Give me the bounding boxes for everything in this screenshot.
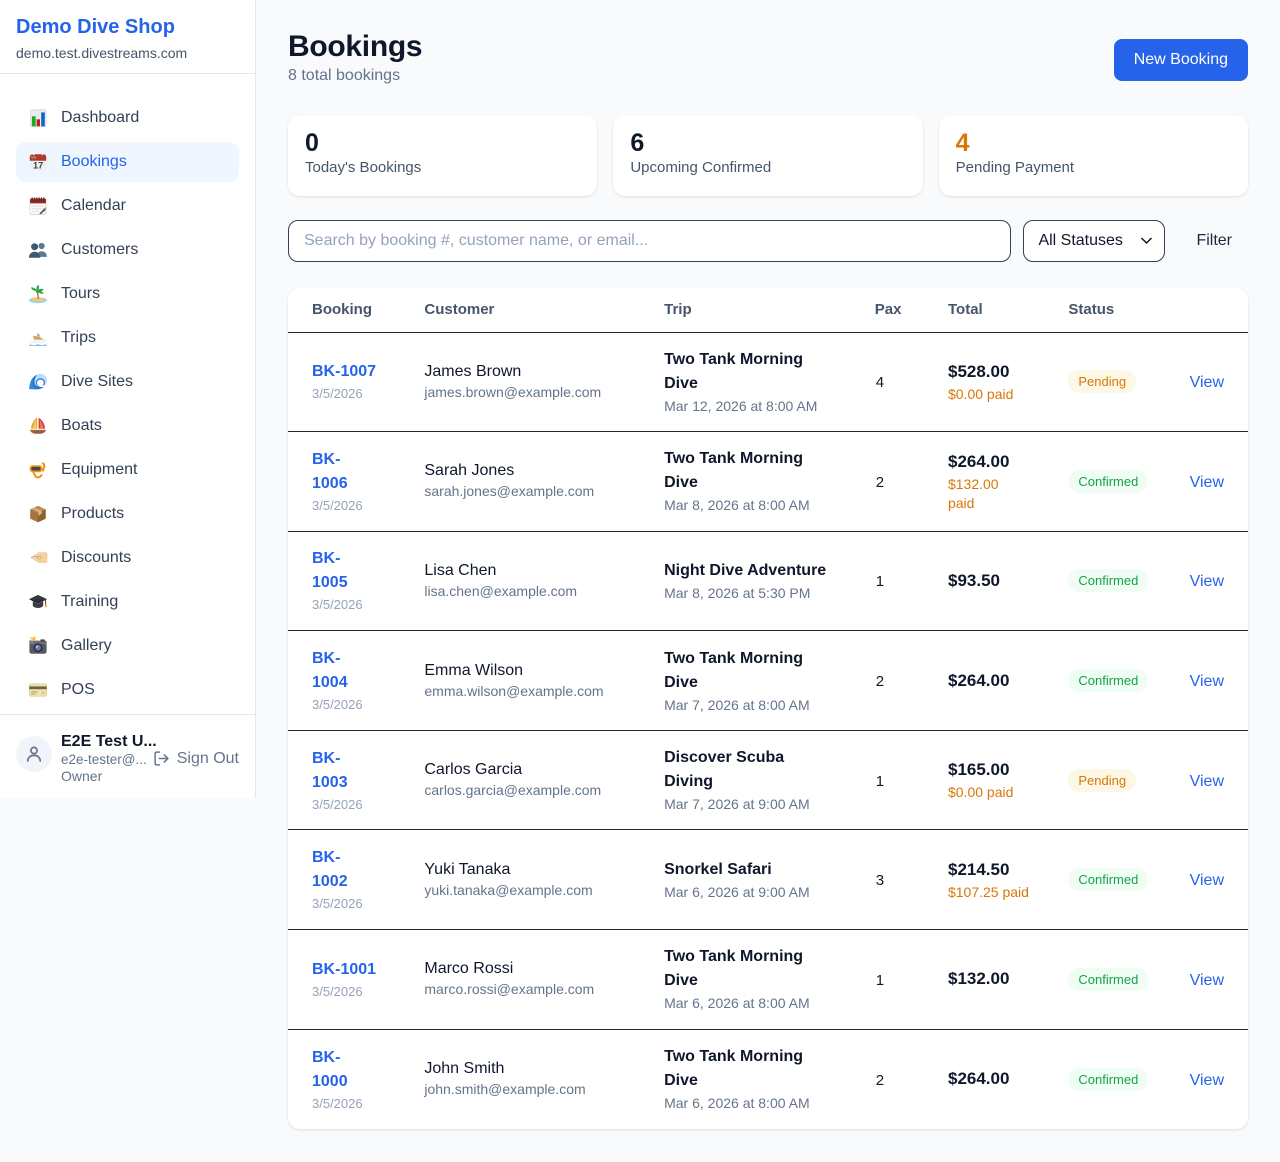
svg-text:17: 17 <box>33 161 43 171</box>
